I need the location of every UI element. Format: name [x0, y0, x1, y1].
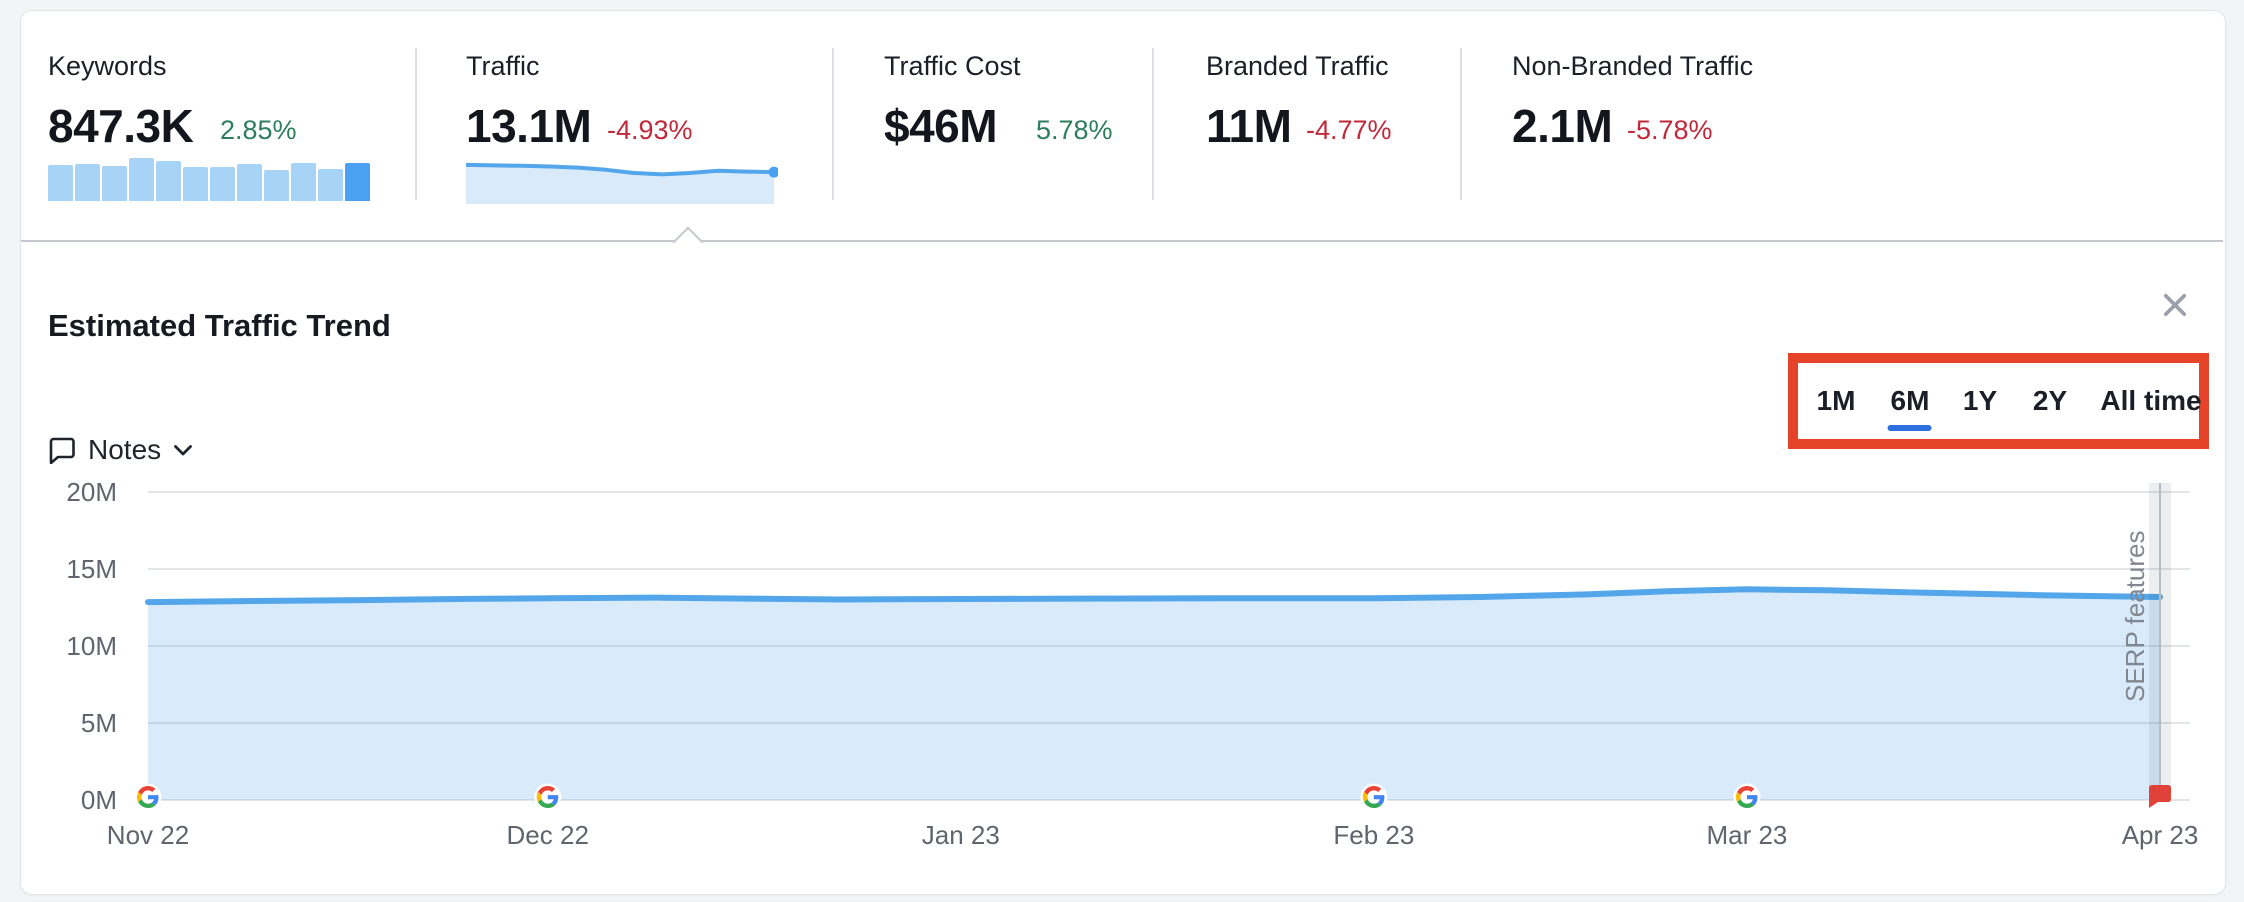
range-option-1m[interactable]: 1M	[1816, 385, 1856, 416]
keywords-bar	[129, 158, 154, 201]
keywords-bar	[48, 165, 73, 201]
keywords-bar	[237, 164, 262, 201]
y-axis-label: 0M	[81, 785, 117, 815]
metric-traffic[interactable]: Traffic 13.1M -4.93%	[466, 0, 816, 230]
metric-traffic-cost[interactable]: Traffic Cost $46M 5.78%	[884, 0, 1134, 230]
metric-value: 11M	[1206, 100, 1292, 152]
range-option-1y[interactable]: 1Y	[1962, 385, 1998, 416]
google-update-icon[interactable]	[1733, 783, 1761, 811]
notes-dropdown[interactable]: Notes	[48, 434, 193, 466]
traffic-area-fill	[148, 589, 2160, 800]
x-axis-label: Nov 22	[107, 820, 189, 850]
date-range-selector-highlight: 1M 6M 1Y 2Y All time	[1788, 353, 2209, 449]
google-update-icon[interactable]	[134, 783, 162, 811]
page-title: Estimated Traffic Trend	[48, 308, 391, 343]
keywords-bar	[264, 170, 289, 201]
google-update-icon[interactable]	[534, 783, 562, 811]
serp-features-flag-icon[interactable]	[2149, 785, 2171, 808]
metric-value: 2.1M	[1512, 100, 1613, 152]
divider	[1152, 48, 1154, 200]
divider	[21, 240, 2223, 242]
y-axis-label: 10M	[66, 631, 117, 661]
keywords-bar	[291, 163, 316, 201]
x-axis-label: Feb 23	[1333, 820, 1414, 850]
range-option-6m[interactable]: 6M	[1891, 363, 1930, 439]
close-icon	[2163, 293, 2187, 317]
metric-label: Non-Branded Traffic	[1512, 51, 1754, 81]
keywords-bar	[156, 161, 181, 201]
metric-delta: -4.77%	[1306, 115, 1392, 145]
keywords-bar	[210, 167, 235, 201]
keywords-bar	[183, 167, 208, 201]
metric-delta: -5.78%	[1627, 115, 1713, 145]
close-button[interactable]	[2160, 290, 2194, 324]
y-axis-label: 20M	[66, 477, 117, 507]
y-axis-label: 5M	[81, 708, 117, 738]
keywords-bar	[102, 166, 127, 201]
range-option-alltime[interactable]: All time	[2100, 385, 2202, 416]
notes-label: Notes	[88, 434, 162, 465]
traffic-trend-line	[145, 586, 2163, 606]
keywords-mini-bar-chart	[48, 158, 374, 201]
metric-value: 847.3K	[48, 100, 194, 152]
keywords-bar	[75, 164, 100, 201]
metric-label: Keywords	[48, 51, 167, 81]
metric-value: $46M	[884, 100, 998, 152]
metric-delta: 5.78%	[1036, 115, 1113, 145]
metric-delta: 2.85%	[220, 115, 297, 145]
x-axis-label: Mar 23	[1706, 820, 1787, 850]
metric-non-branded-traffic[interactable]: Non-Branded Traffic 2.1M -5.78%	[1512, 0, 1812, 230]
x-axis-label: Jan 23	[922, 820, 1000, 850]
traffic-mini-sparkline	[466, 162, 778, 204]
x-axis-label: Dec 22	[507, 820, 589, 850]
keywords-bar	[345, 163, 370, 201]
metric-value: 13.1M	[466, 100, 592, 152]
sparkline-end-dot	[768, 166, 778, 178]
x-axis-label: Apr 23	[2122, 820, 2199, 850]
keywords-bar	[318, 169, 343, 201]
metric-label: Branded Traffic	[1206, 51, 1389, 81]
divider	[832, 48, 834, 200]
metric-label: Traffic	[466, 51, 540, 81]
google-update-icon[interactable]	[1360, 783, 1388, 811]
overview-card	[20, 10, 2226, 895]
y-axis-label: 15M	[66, 554, 117, 584]
metric-keywords[interactable]: Keywords 847.3K 2.85%	[48, 0, 408, 230]
chevron-down-icon	[174, 444, 193, 455]
range-option-2y[interactable]: 2Y	[2032, 385, 2068, 416]
serp-features-label: SERP features	[2120, 530, 2150, 702]
divider	[1460, 48, 1462, 200]
metric-label: Traffic Cost	[884, 51, 1021, 81]
metric-branded-traffic[interactable]: Branded Traffic 11M -4.77%	[1206, 0, 1446, 230]
note-bubble-icon	[49, 437, 75, 464]
metric-delta: -4.93%	[607, 115, 693, 145]
divider	[415, 48, 417, 200]
